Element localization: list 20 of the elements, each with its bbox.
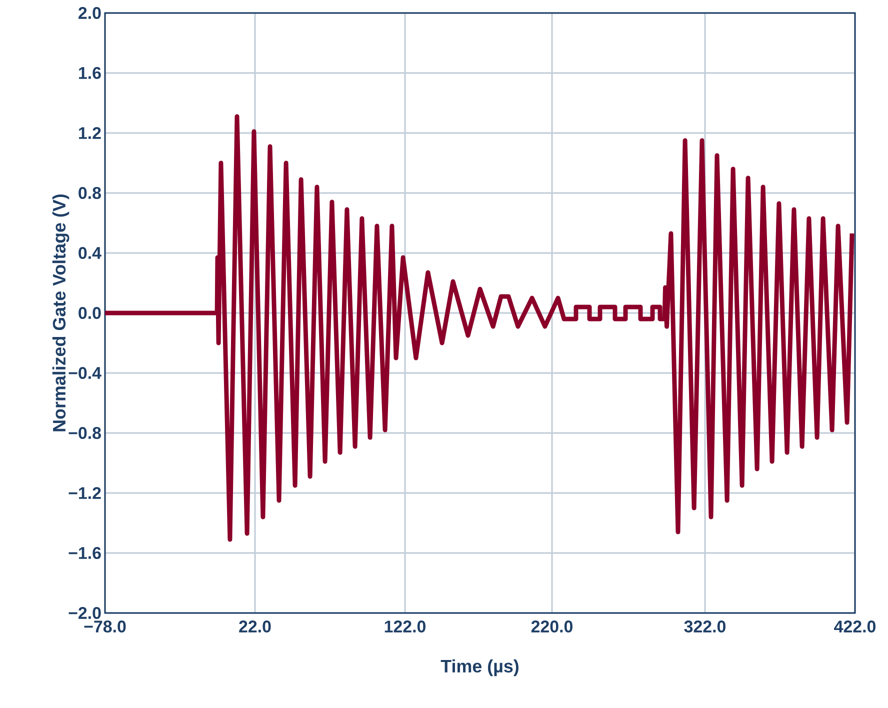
y-tick-label: 1.2 — [79, 127, 101, 139]
y-tick-label: −2.0 — [68, 607, 101, 619]
x-axis-title: Time (µs) — [440, 659, 518, 676]
x-tick-label: 220.0 — [531, 620, 572, 633]
x-tick-label: 322.0 — [684, 620, 726, 633]
y-tick-label: −1.6 — [68, 547, 101, 559]
x-tick-label: 422.0 — [834, 620, 876, 633]
y-tick-label: 1.6 — [79, 67, 101, 79]
y-tick-label: 0.8 — [78, 187, 101, 199]
y-axis-title: Normalized Gate Voltage (V) — [52, 194, 70, 432]
x-tick-label: 122.0 — [384, 620, 426, 633]
line-series — [105, 114, 854, 542]
y-tick-label: −0.8 — [68, 427, 101, 439]
x-tick-label: −78.0 — [84, 620, 126, 633]
y-tick-label: 0.4 — [78, 247, 102, 259]
y-tick-label: −1.2 — [68, 487, 101, 499]
y-tick-label: −0.4 — [68, 367, 102, 379]
x-tick-label: 22.0 — [239, 620, 271, 633]
y-tick-label: 0.0 — [78, 307, 101, 319]
y-tick-label: 2.0 — [78, 7, 101, 19]
